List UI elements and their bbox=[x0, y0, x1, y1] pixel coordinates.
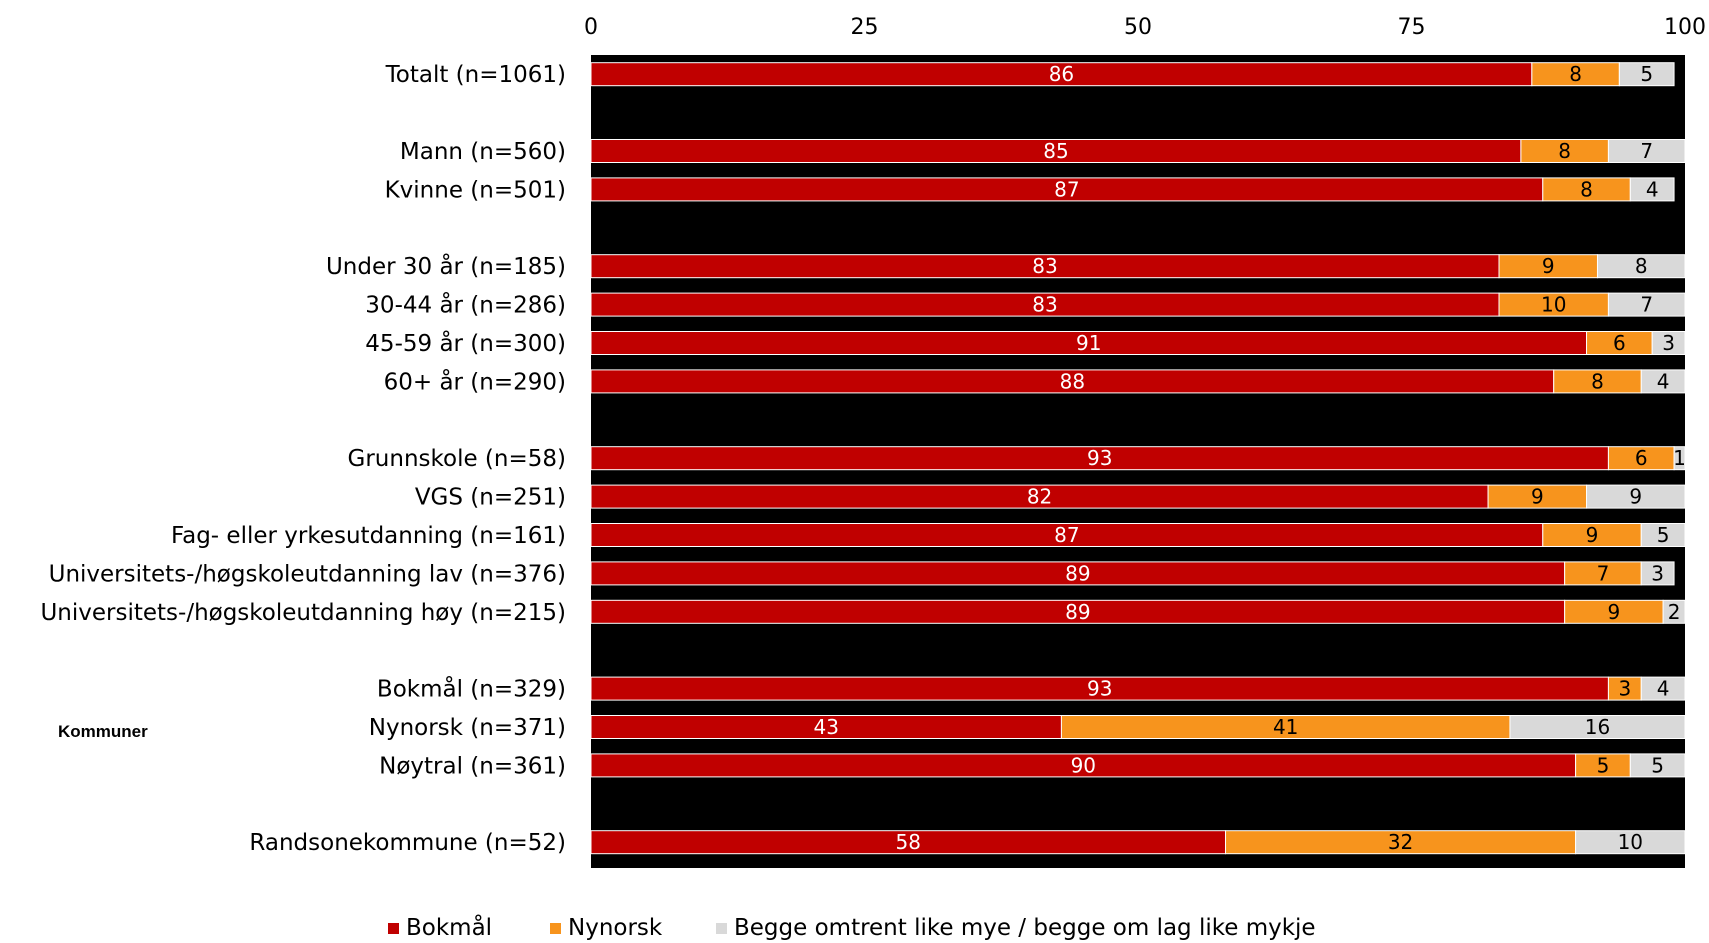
data-label: 9 bbox=[1608, 600, 1621, 624]
category-label: Kvinne (n=501) bbox=[385, 177, 566, 203]
category-label: Bokmål (n=329) bbox=[377, 675, 566, 703]
bar-segment-begge bbox=[1629, 177, 1675, 202]
data-label: 43 bbox=[813, 715, 838, 739]
data-label: 58 bbox=[896, 830, 921, 854]
bar-segment-begge bbox=[1586, 484, 1686, 509]
legend-label: Nynorsk bbox=[568, 915, 663, 941]
data-label: 93 bbox=[1087, 446, 1112, 470]
bar-segment-begge bbox=[1575, 830, 1686, 855]
data-label: 3 bbox=[1651, 561, 1664, 585]
bar-segment-begge bbox=[1629, 753, 1686, 778]
legend-swatch bbox=[388, 923, 399, 934]
x-tick-label: 50 bbox=[1124, 15, 1152, 40]
bar-segment-begge bbox=[1596, 254, 1686, 279]
data-label: 86 bbox=[1049, 62, 1074, 86]
data-label: 85 bbox=[1043, 139, 1068, 163]
data-label: 6 bbox=[1613, 331, 1626, 355]
x-tick-label: 100 bbox=[1664, 15, 1706, 40]
data-label: 16 bbox=[1585, 715, 1610, 739]
data-label: 3 bbox=[1618, 677, 1631, 701]
data-label: 32 bbox=[1388, 830, 1413, 854]
data-label: 83 bbox=[1032, 254, 1057, 278]
category-label: Under 30 år (n=185) bbox=[326, 252, 566, 280]
legend-swatch bbox=[716, 923, 727, 934]
legend: Bokmål Nynorsk Begge omtrent like mye / be… bbox=[388, 913, 1316, 941]
data-label: 90 bbox=[1071, 753, 1096, 777]
data-label: 3 bbox=[1662, 331, 1675, 355]
data-label: 9 bbox=[1629, 485, 1642, 509]
data-label: 9 bbox=[1586, 523, 1599, 547]
data-label: 6 bbox=[1635, 446, 1648, 470]
x-axis-ticks: 0 25 50 75 100 bbox=[584, 15, 1706, 40]
side-label-kommuner: Kommuner bbox=[58, 722, 148, 741]
data-label: 9 bbox=[1542, 254, 1555, 278]
category-label: 60+ år (n=290) bbox=[384, 367, 566, 395]
data-label: 8 bbox=[1558, 139, 1571, 163]
data-label: 82 bbox=[1027, 485, 1052, 509]
x-tick-label: 25 bbox=[851, 15, 879, 40]
data-label: 5 bbox=[1597, 753, 1610, 777]
data-label: 1 bbox=[1673, 446, 1686, 470]
data-label: 4 bbox=[1657, 369, 1670, 393]
x-tick-label: 75 bbox=[1398, 15, 1426, 40]
data-label: 4 bbox=[1646, 177, 1659, 201]
data-label: 8 bbox=[1591, 369, 1604, 393]
bar-segment-begge bbox=[1607, 139, 1686, 163]
category-label: Totalt (n=1061) bbox=[385, 62, 566, 88]
data-label: 91 bbox=[1076, 331, 1101, 355]
legend-swatch bbox=[550, 923, 561, 934]
bar-segment-begge bbox=[1640, 369, 1686, 394]
data-label: 8 bbox=[1569, 62, 1582, 86]
category-label: 30-44 år (n=286) bbox=[365, 291, 566, 319]
bar-segment-begge bbox=[1509, 715, 1686, 739]
data-label: 89 bbox=[1065, 600, 1090, 624]
data-label: 87 bbox=[1054, 523, 1079, 547]
legend-label: Bokmål bbox=[406, 913, 492, 941]
category-label: 45-59 år (n=300) bbox=[365, 329, 566, 357]
bar-segment-begge bbox=[1651, 331, 1686, 355]
data-label: 5 bbox=[1651, 753, 1664, 777]
data-label: 7 bbox=[1640, 139, 1653, 163]
category-label: Nynorsk (n=371) bbox=[369, 715, 566, 741]
bar-segment-begge bbox=[1640, 676, 1686, 701]
category-label: Grunnskole (n=58) bbox=[348, 446, 566, 472]
legend-label: Begge omtrent like mye / begge om lag li… bbox=[734, 915, 1316, 941]
data-label: 2 bbox=[1668, 600, 1681, 624]
data-label: 8 bbox=[1635, 254, 1648, 278]
data-label: 89 bbox=[1065, 561, 1090, 585]
category-label: Universitets-/høgskoleutdanning lav (n=3… bbox=[49, 561, 566, 587]
data-label: 87 bbox=[1054, 177, 1079, 201]
category-label: Randsonekommune (n=52) bbox=[249, 830, 566, 856]
data-label: 41 bbox=[1273, 715, 1298, 739]
data-label: 5 bbox=[1640, 62, 1653, 86]
data-label: 93 bbox=[1087, 677, 1112, 701]
category-label: Mann (n=560) bbox=[400, 139, 566, 165]
data-label: 4 bbox=[1657, 677, 1670, 701]
category-label: Nøytral (n=361) bbox=[379, 753, 566, 779]
data-label: 5 bbox=[1657, 523, 1670, 547]
bar-segment-begge bbox=[1618, 62, 1675, 87]
bar-segment-begge bbox=[1607, 292, 1686, 317]
data-label: 8 bbox=[1580, 177, 1593, 201]
bar-segment-begge bbox=[1662, 599, 1686, 624]
category-label: Universitets-/høgskoleutdanning høy (n=2… bbox=[40, 600, 566, 626]
data-label: 10 bbox=[1618, 830, 1643, 854]
data-label: 88 bbox=[1060, 369, 1085, 393]
data-label: 10 bbox=[1541, 293, 1566, 317]
bar-segment-begge bbox=[1673, 446, 1686, 471]
data-label: 7 bbox=[1640, 293, 1653, 317]
bar-segment-begge bbox=[1640, 523, 1686, 547]
bars: 86 8 585 8 787 8 483 9 883 10 791 6 388 8 493 6 182 9 987 9… bbox=[590, 62, 1686, 855]
data-label: 9 bbox=[1531, 485, 1544, 509]
category-label: Fag- eller yrkesutdanning (n=161) bbox=[171, 523, 566, 549]
category-labels: Totalt (n=1061) Mann (n=560) Kvinne (n=501… bbox=[40, 62, 566, 856]
data-label: 83 bbox=[1032, 293, 1057, 317]
data-label: 7 bbox=[1597, 561, 1610, 585]
x-tick-label: 0 bbox=[584, 15, 598, 40]
bar-segment-begge bbox=[1640, 561, 1675, 586]
category-label: VGS (n=251) bbox=[415, 485, 566, 511]
